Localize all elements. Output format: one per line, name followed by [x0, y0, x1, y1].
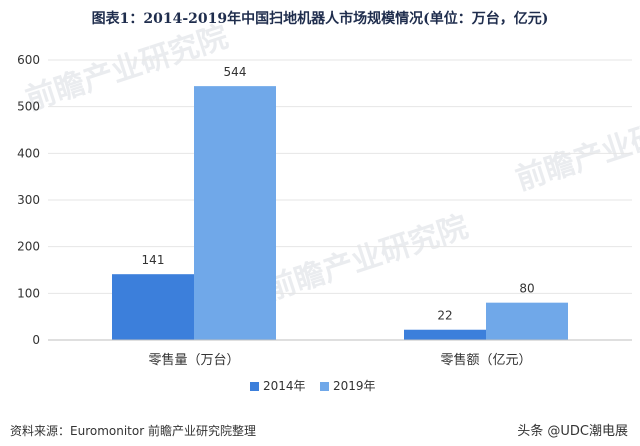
- y-tick-label: 600: [17, 53, 40, 67]
- chart-title: 图表1：2014-2019年中国扫地机器人市场规模情况(单位：万台，亿元): [91, 11, 549, 27]
- x-tick-label: 零售额（亿元）: [440, 352, 531, 368]
- x-tick-label: 零售量（万台）: [148, 352, 239, 368]
- x-axis: 零售量（万台） 零售额（亿元）: [48, 339, 632, 368]
- y-tick-label: 100: [17, 286, 40, 300]
- legend-label: 2014年: [263, 379, 306, 393]
- y-axis: 0 100 200 300 400 500 600: [17, 53, 40, 347]
- y-tick-label: 400: [17, 146, 40, 160]
- bar: [404, 329, 486, 340]
- bar: [194, 86, 276, 340]
- y-tick-label: 200: [17, 240, 40, 254]
- y-tick-label: 0: [32, 333, 40, 347]
- y-tick-label: 300: [17, 193, 40, 207]
- grid-lines: [48, 59, 632, 294]
- bars: [112, 86, 568, 340]
- footer-brand: 头条 @UDC潮电展: [517, 424, 628, 439]
- watermark-layer: 前瞻产业研究院 前瞻产业研究院 前瞻产业研究院: [22, 19, 640, 307]
- legend-swatch: [250, 382, 259, 391]
- bar-value-label: 22: [437, 309, 452, 323]
- y-tick-label: 500: [17, 100, 40, 114]
- legend-swatch: [320, 382, 329, 391]
- bar-value-label: 80: [519, 282, 534, 296]
- legend-label: 2019年: [333, 379, 376, 393]
- bar-value-label: 544: [224, 65, 247, 79]
- source-note: 资料来源：Euromonitor 前瞻产业研究院整理: [10, 424, 256, 438]
- data-labels: 141 544 22 80: [142, 65, 535, 323]
- bar: [112, 274, 194, 340]
- bar-value-label: 141: [142, 253, 165, 267]
- legend: 2014年 2019年: [250, 379, 376, 393]
- bar: [486, 302, 568, 340]
- watermark-2: 前瞻产业研究院: [512, 99, 640, 197]
